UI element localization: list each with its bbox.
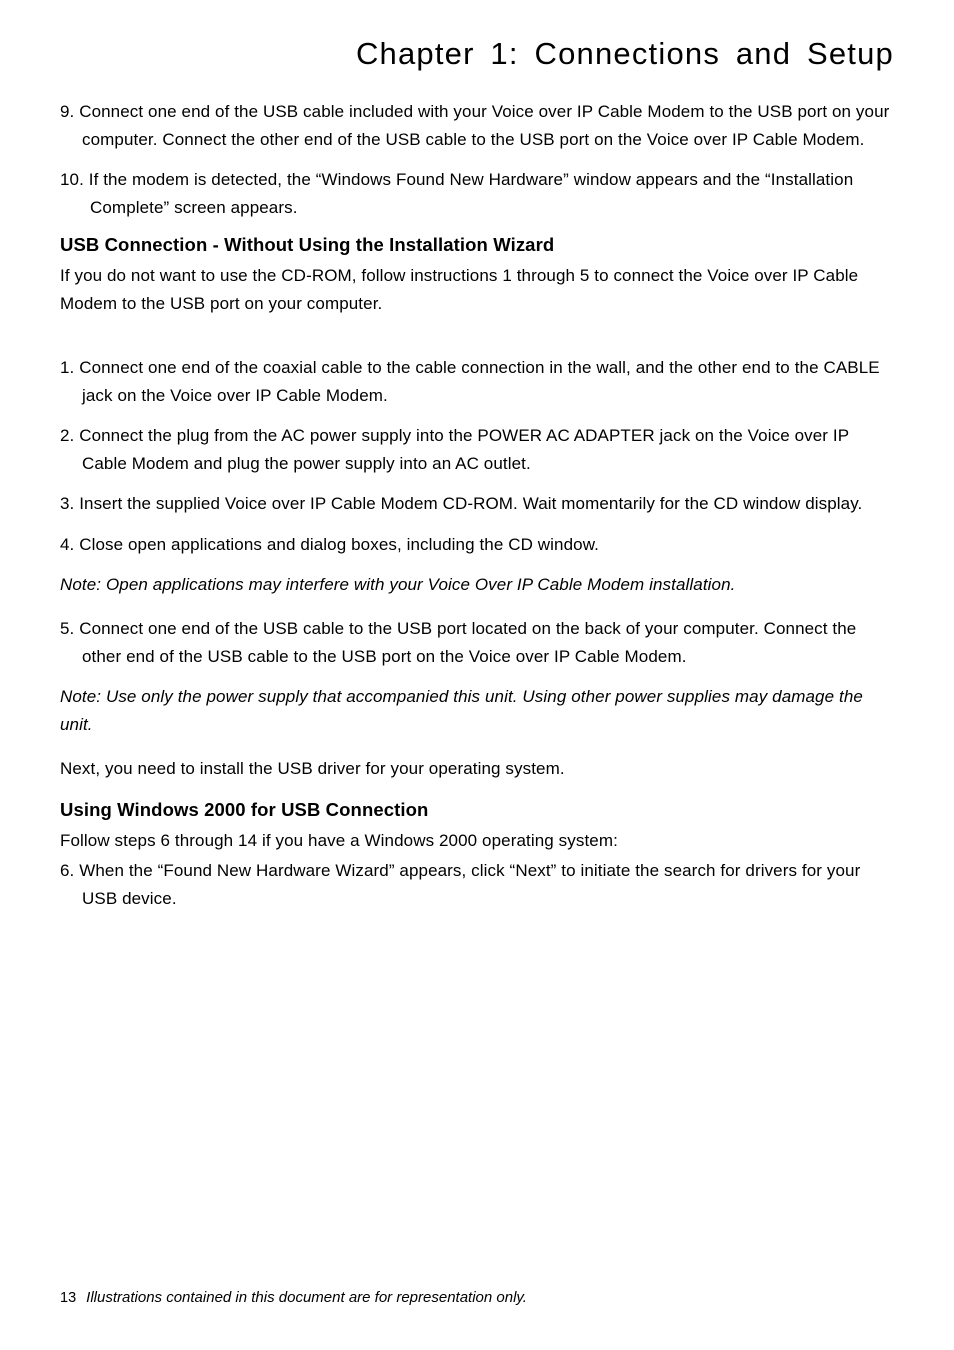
section1-intro: If you do not want to use the CD-ROM, fo… (60, 262, 894, 318)
section1-next: Next, you need to install the USB driver… (60, 755, 894, 783)
step-9: 9. Connect one end of the USB cable incl… (60, 98, 894, 154)
step-10: 10. If the modem is detected, the “Windo… (60, 166, 894, 222)
section-heading-usb-without-wizard: USB Connection - Without Using the Insta… (60, 234, 894, 256)
chapter-title: Chapter 1: Connections and Setup (60, 36, 894, 72)
spacer (60, 334, 894, 354)
section-heading-windows-2000: Using Windows 2000 for USB Connection (60, 799, 894, 821)
section2-intro: Follow steps 6 through 14 if you have a … (60, 827, 894, 855)
section1-step-5: 5. Connect one end of the USB cable to t… (60, 615, 894, 671)
document-page: Chapter 1: Connections and Setup 9. Conn… (0, 0, 954, 1350)
page-number: 13 (60, 1290, 76, 1306)
section1-step-3: 3. Insert the supplied Voice over IP Cab… (60, 490, 894, 518)
section2-step-6: 6. When the “Found New Hardware Wizard” … (60, 857, 894, 913)
section1-note-2: Note: Use only the power supply that acc… (60, 683, 894, 739)
section1-note-1: Note: Open applications may interfere wi… (60, 571, 894, 599)
page-footer: 13 Illustrations contained in this docum… (60, 1289, 527, 1306)
section1-step-2: 2. Connect the plug from the AC power su… (60, 422, 894, 478)
footer-note: Illustrations contained in this document… (86, 1289, 527, 1306)
section1-step-1: 1. Connect one end of the coaxial cable … (60, 354, 894, 410)
section1-step-4: 4. Close open applications and dialog bo… (60, 531, 894, 559)
